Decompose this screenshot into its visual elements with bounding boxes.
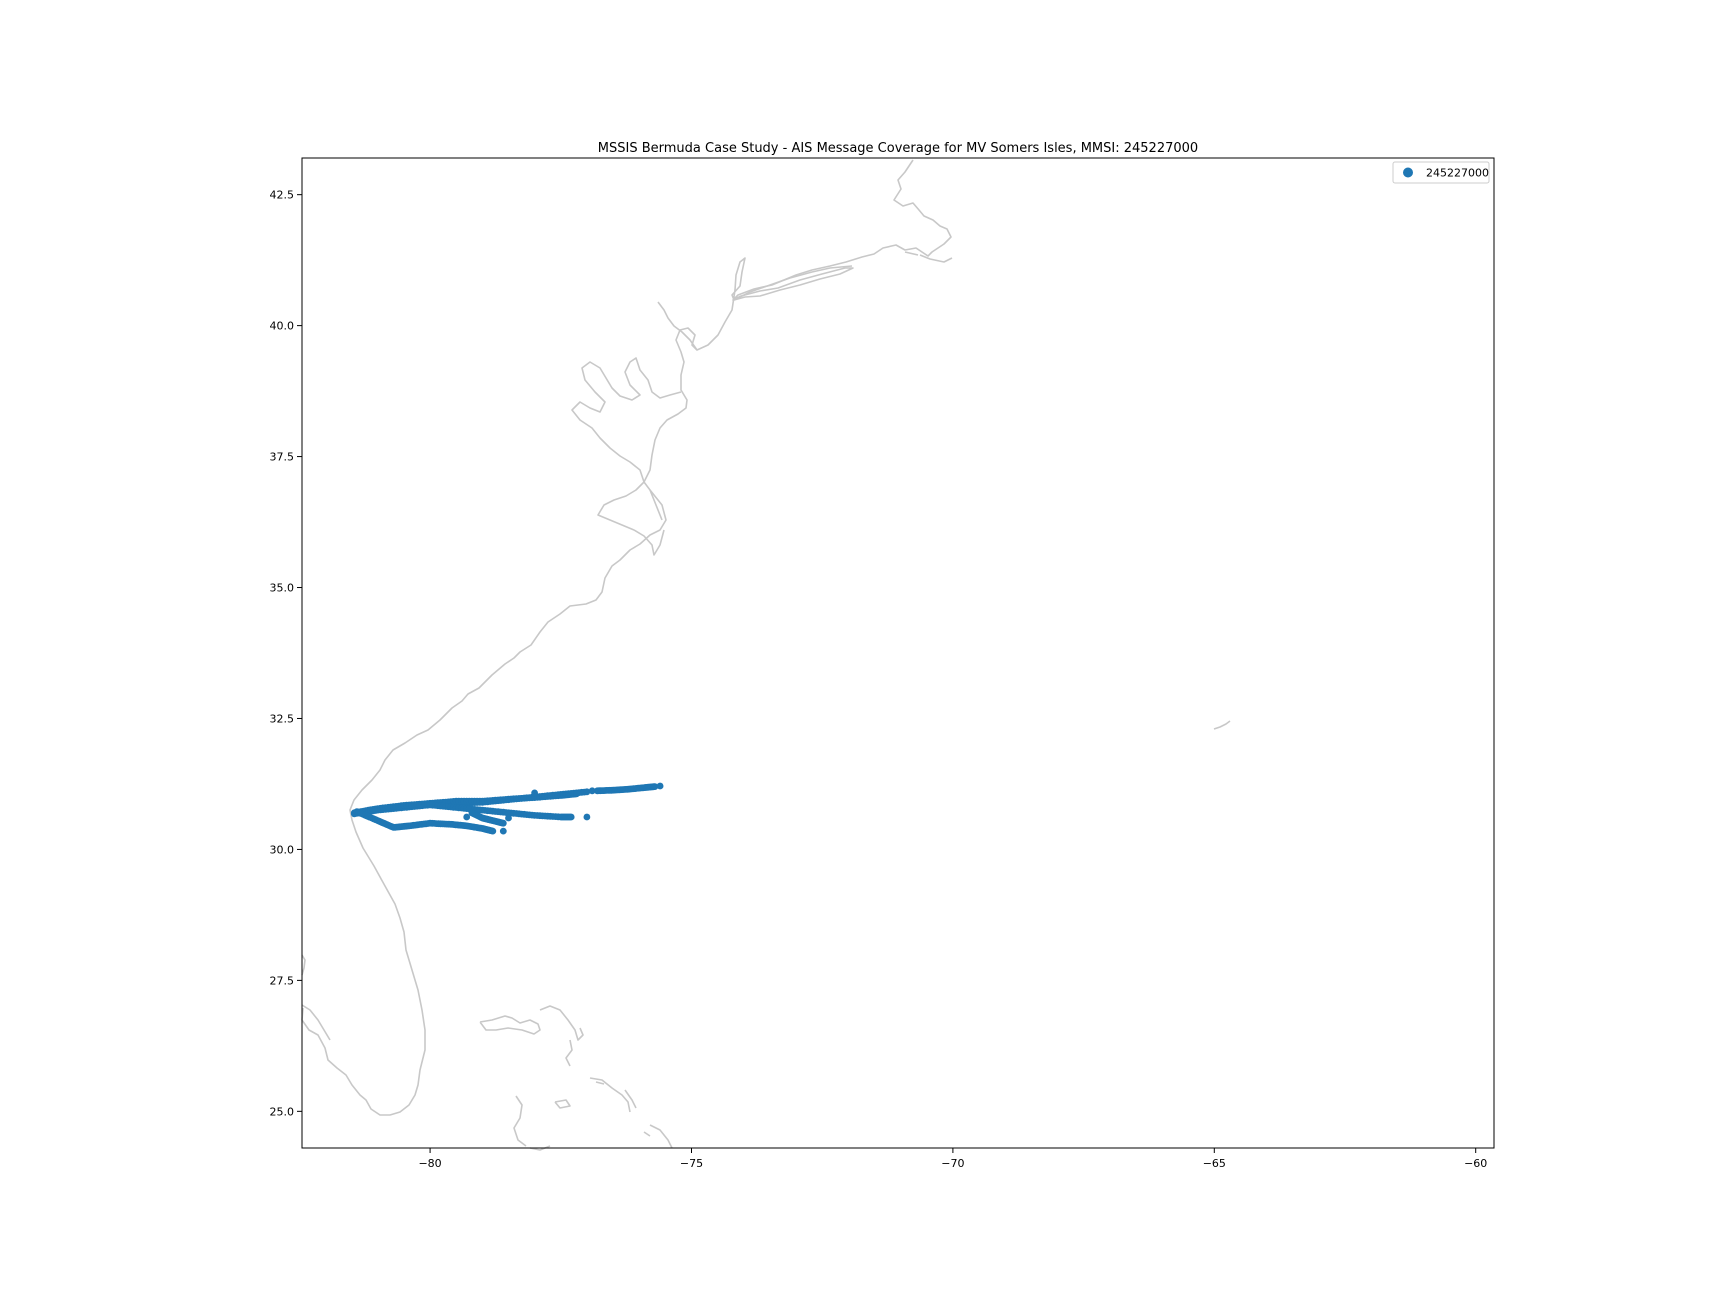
data-point (583, 788, 591, 796)
x-tick-label: −80 (418, 1157, 441, 1170)
data-point (531, 789, 538, 797)
x-tick-label: −70 (941, 1157, 964, 1170)
data-point (651, 783, 659, 790)
coastline-outer-banks (649, 489, 663, 521)
coastline-nantucket (904, 251, 919, 256)
axis-ticks: −80 −75 −70 −65 −60 25.0 27.5 30.0 32.5 35.0 37.5 4… (270, 189, 1488, 1170)
coastline-bahamas-11 (529, 1145, 551, 1151)
data-point (499, 819, 507, 827)
data-point (499, 827, 507, 835)
y-tick-label: 32.5 (270, 712, 295, 725)
coastline-bahamas-9 (649, 1124, 673, 1149)
scatter-series-layer (350, 782, 664, 835)
y-tick-label: 35.0 (270, 582, 295, 595)
legend-box (1392, 161, 1490, 184)
plot-area-frame (301, 157, 1495, 1149)
coastline-pamlico (597, 481, 665, 556)
y-tick-label: 42.5 (270, 189, 295, 202)
coastline-bahamas-4 (589, 1077, 631, 1113)
x-tick-label: −60 (1464, 1157, 1487, 1170)
x-tick-label: −65 (1203, 1157, 1226, 1170)
legend-marker (1403, 167, 1413, 178)
data-point (463, 813, 471, 821)
y-tick-label: 30.0 (270, 843, 295, 856)
data-point (656, 782, 664, 790)
coastline-bahamas-7 (595, 1081, 605, 1085)
legend-label: 245227000 (1426, 167, 1489, 180)
coastline-chesapeake (571, 357, 682, 483)
chart-title: MSSIS Bermuda Case Study - AIS Message C… (598, 141, 1198, 156)
coastline-delaware (657, 301, 698, 351)
coastline-gulf-coast (301, 1004, 331, 1041)
coastline-bahamas-1 (479, 1015, 541, 1035)
x-tick-label: −75 (680, 1157, 703, 1170)
coastline-gulf-west (301, 954, 306, 976)
coastline-bahamas-2 (539, 1005, 584, 1041)
coastline-bahamas-6 (554, 1099, 571, 1109)
data-point (573, 790, 580, 798)
data-point (489, 827, 497, 835)
coastline-bahamas-8 (624, 1089, 637, 1109)
y-tick-label: 37.5 (270, 451, 295, 464)
y-tick-label: 40.0 (270, 320, 295, 333)
coastline-bermuda (1213, 720, 1231, 730)
legend: 245227000 (1392, 161, 1490, 184)
data-point (567, 813, 575, 821)
data-point (505, 814, 512, 822)
data-point (588, 787, 596, 795)
coastline-east-coast (301, 159, 952, 1116)
data-point (583, 813, 591, 821)
coastline-bahamas-10 (643, 1131, 651, 1137)
y-tick-label: 25.0 (270, 1105, 295, 1118)
coastline-bahamas-5 (513, 1095, 527, 1147)
coastline-cape-cod (919, 254, 953, 263)
coastline-map (301, 159, 1231, 1151)
y-tick-label: 27.5 (270, 974, 295, 987)
coastline-long-island (733, 265, 853, 301)
coastline-bahamas-3 (565, 1039, 573, 1067)
